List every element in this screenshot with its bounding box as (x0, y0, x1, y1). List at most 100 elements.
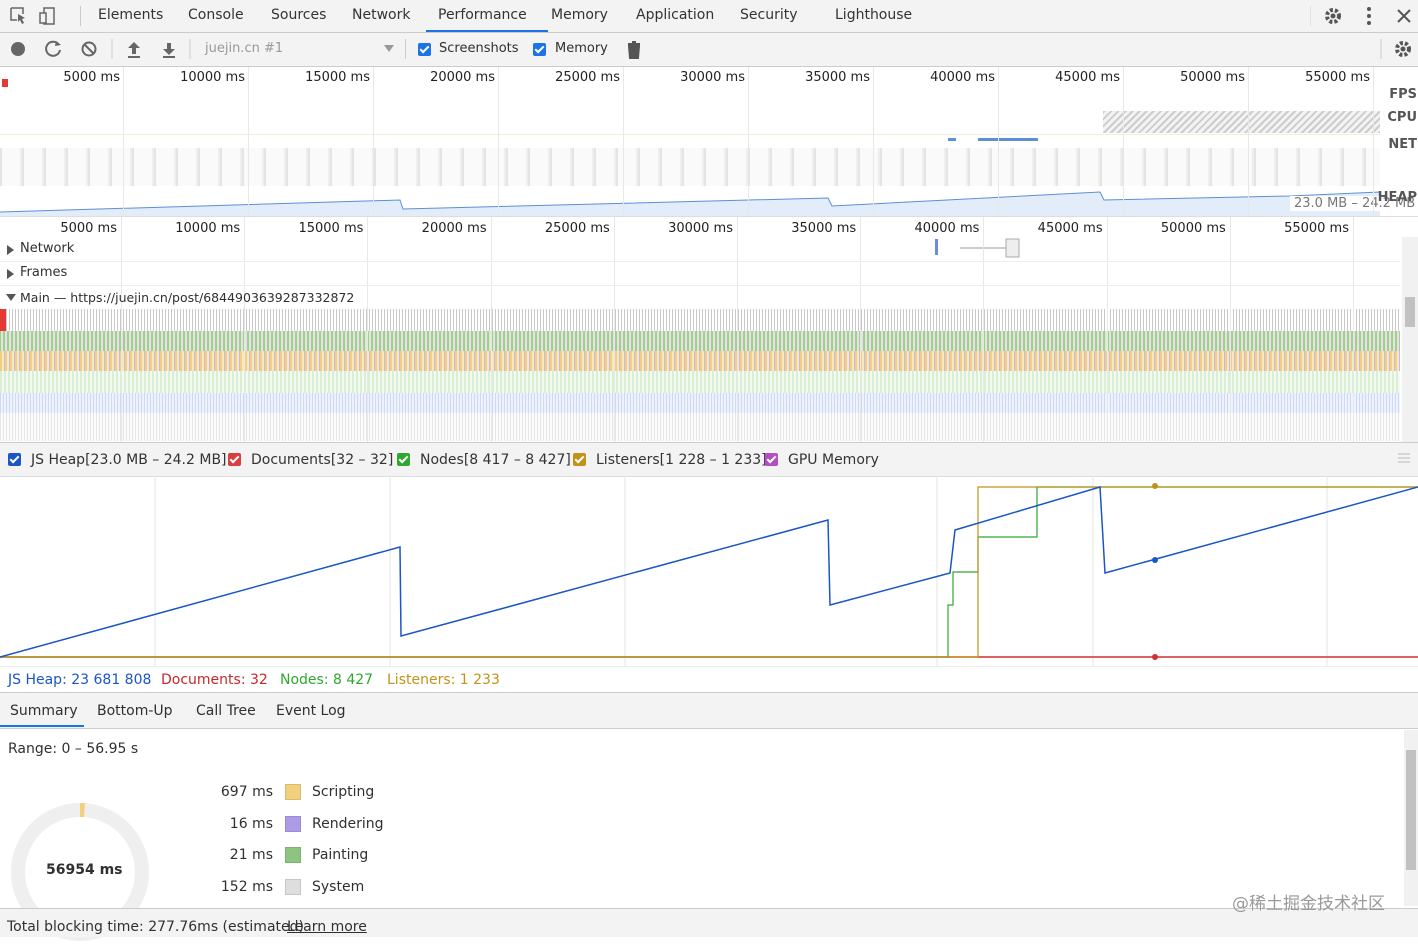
summary-tab[interactable]: Bottom-Up (97, 703, 173, 719)
row-swatch (285, 784, 301, 800)
row-label: Scripting (312, 784, 375, 800)
watermark: @稀土掘金技术社区 (1232, 894, 1385, 914)
devtools-tab[interactable]: Performance (438, 7, 527, 23)
settings-icon[interactable] (1380, 37, 1416, 61)
legend-checkbox[interactable] (8, 453, 21, 466)
legend-checkbox[interactable] (397, 453, 410, 466)
overview-grid-line (123, 67, 124, 216)
timeline-tick-label: 10000 ms (175, 221, 241, 236)
track-label[interactable]: Network (20, 241, 75, 256)
overview-grid-line (873, 67, 874, 216)
counter-value: Listeners: 1 233 (387, 672, 500, 688)
track-expander[interactable] (7, 245, 14, 255)
memory-graph (0, 476, 1418, 666)
flame-chart[interactable] (0, 309, 1400, 441)
devtools-tab[interactable]: Lighthouse (835, 7, 913, 23)
overview-grid-line (373, 67, 374, 216)
legend-checkbox[interactable] (573, 453, 586, 466)
counter-value: JS Heap: 23 681 808 (8, 672, 152, 688)
overview-grid-line (748, 67, 749, 216)
track-expander[interactable] (7, 269, 14, 279)
legend-label[interactable]: Nodes[8 417 – 8 427] (420, 452, 571, 468)
timeline-grid-line (1353, 217, 1354, 443)
overview-grid-line (1123, 67, 1124, 216)
summary-tab[interactable]: Call Tree (196, 703, 256, 719)
long-task-marker (0, 309, 6, 331)
fps-marker (2, 79, 8, 87)
toolbar: juejin.cn #1 Screenshots Memory (0, 33, 1418, 67)
timeline-grid-line (490, 217, 492, 443)
cpu-baseline (0, 134, 1380, 135)
overview-track-label: CPU (1387, 110, 1417, 125)
target-select[interactable]: juejin.cn #1 (205, 41, 284, 56)
memory-checkbox[interactable] (533, 43, 546, 56)
overview-track-label: FPS (1389, 87, 1417, 102)
overview-tick-label: 45000 ms (1055, 70, 1120, 85)
inspect-icons[interactable] (8, 6, 64, 26)
blocking-time: Total blocking time: 277.76ms (estimated… (7, 919, 304, 935)
devtools-tab[interactable]: Sources (271, 7, 327, 23)
row-label: System (312, 878, 365, 895)
tab-bar: Elements Console Sources Network Performance… (0, 0, 1418, 33)
scrollbar-thumb[interactable] (1405, 297, 1415, 327)
timeline-tick-label: 50000 ms (1160, 221, 1226, 236)
timeline-grid-line (860, 217, 862, 443)
screenshots-checkbox[interactable] (418, 43, 431, 56)
timeline-grid-line (613, 217, 615, 443)
devtools-tab[interactable]: Console (188, 7, 244, 23)
timeline-tick-label: 30000 ms (668, 221, 733, 236)
legend-label[interactable]: JS Heap[23.0 MB – 24.2 MB] (31, 452, 227, 468)
screenshots-label[interactable]: Screenshots (439, 41, 519, 56)
devtools-tab[interactable]: Network (352, 7, 411, 23)
summary-scrollbar[interactable] (1404, 730, 1418, 906)
heap-overview (0, 191, 1380, 216)
resize-handle[interactable] (1398, 453, 1410, 463)
overview-tick-label: 30000 ms (680, 70, 745, 85)
timeline-grid-line (737, 217, 738, 443)
toolbar-buttons[interactable] (0, 33, 200, 66)
timeline-tick-label: 15000 ms (298, 221, 364, 236)
legend-label[interactable]: Listeners[1 228 – 1 233] (596, 452, 767, 468)
learn-more-link[interactable]: Learn more (287, 919, 367, 935)
track-label[interactable]: Frames (20, 265, 68, 280)
overview-tick-label: 5000 ms (63, 70, 120, 85)
window-icons[interactable] (1310, 4, 1418, 28)
memory-label[interactable]: Memory (555, 41, 608, 56)
row-label: Painting (312, 847, 369, 863)
timeline-tick-label: 20000 ms (421, 221, 487, 236)
overview: 23.0 MB – 24.2 MB 5000 ms 10000 ms 15000 m… (0, 67, 1418, 216)
legend-label[interactable]: GPU Memory (788, 452, 879, 468)
screenshot-strip (0, 148, 1380, 186)
legend-label[interactable]: Documents[32 – 32] (251, 452, 394, 468)
main-track-label[interactable]: Main — https://juejin.cn/post/6844903639… (20, 290, 355, 305)
timeline-tick-label: 40000 ms (914, 221, 980, 236)
timeline-grid-line (367, 217, 369, 443)
timeline-grid-line (121, 217, 122, 443)
active-tab-underline (426, 30, 548, 32)
row-time: 697 ms (220, 784, 273, 800)
timeline-grid-line (983, 217, 985, 443)
overview-grid-line (498, 67, 499, 216)
timeline-grid-line (1106, 217, 1108, 443)
summary-tab[interactable]: Event Log (276, 703, 346, 719)
timeline-tick-label: 45000 ms (1037, 221, 1103, 236)
devtools-tab[interactable]: Application (636, 7, 715, 23)
overview-tick-label: 25000 ms (555, 70, 620, 85)
summary-tab[interactable]: Summary (10, 703, 78, 719)
overview-tick-label: 55000 ms (1305, 70, 1370, 85)
scrollbar[interactable] (1402, 237, 1418, 443)
legend-checkbox[interactable] (228, 453, 241, 466)
overview-tick-label: 15000 ms (305, 70, 370, 85)
net-bar (948, 138, 956, 141)
trash-icon[interactable] (626, 40, 642, 60)
devtools-tab[interactable]: Memory (551, 7, 608, 23)
range: Range: 0 – 56.95 s (8, 741, 139, 757)
devtools-tab[interactable]: Security (740, 7, 798, 23)
main-expander[interactable] (6, 294, 16, 301)
cpu-idle-hatch (1103, 111, 1380, 133)
select-arrow (384, 45, 394, 52)
legend-checkbox[interactable] (765, 453, 778, 466)
devtools-tab[interactable]: Elements (98, 7, 164, 23)
row-time: 16 ms (229, 815, 273, 832)
